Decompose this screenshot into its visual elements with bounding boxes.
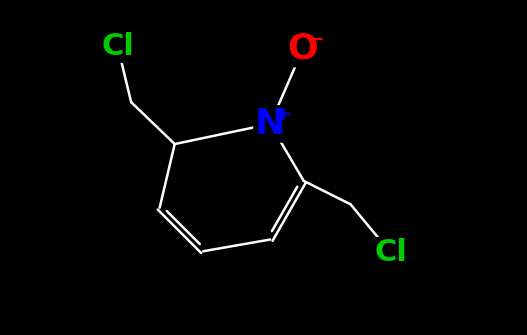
Text: O: O	[288, 31, 318, 66]
Text: −: −	[307, 30, 324, 49]
Text: N: N	[255, 107, 286, 141]
Text: Cl: Cl	[374, 239, 407, 267]
Text: +: +	[275, 105, 291, 124]
Text: Cl: Cl	[101, 32, 134, 61]
